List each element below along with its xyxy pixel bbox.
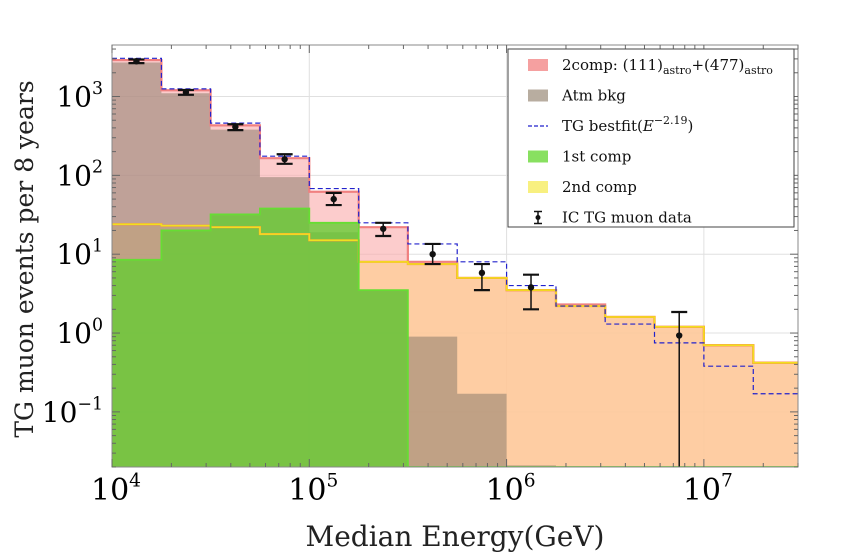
legend-label-second: 2nd comp bbox=[562, 178, 637, 196]
legend-swatch-twocomp bbox=[528, 59, 548, 71]
legend-label-twocomp: 2comp: (111)astro+(477)astro bbox=[562, 56, 773, 77]
y-tick-label: 103 bbox=[56, 79, 103, 114]
legend-swatch-data-point bbox=[535, 215, 541, 220]
y-tick-labels: 10−1 100 101 102 103 bbox=[42, 79, 103, 429]
data-point bbox=[281, 156, 288, 163]
y-tick-label: 101 bbox=[56, 237, 103, 272]
data-point bbox=[330, 195, 337, 203]
y-tick-label: 10−1 bbox=[42, 394, 103, 429]
x-tick-label: 105 bbox=[288, 471, 338, 509]
first-line bbox=[112, 207, 798, 467]
data-points bbox=[128, 58, 688, 467]
y-axis-title: TG muon events per 8 years bbox=[10, 80, 39, 437]
legend-label-atm: Atm bkg bbox=[561, 87, 626, 105]
data-point bbox=[380, 225, 387, 232]
x-tick-label: 107 bbox=[683, 471, 733, 509]
data-point bbox=[676, 332, 683, 339]
y-tick-label: 102 bbox=[56, 158, 103, 193]
legend-label-first: 1st comp bbox=[562, 148, 631, 166]
x-axis-title: Median Energy(GeV) bbox=[306, 520, 605, 553]
data-point bbox=[133, 58, 140, 65]
legend-swatch-atm bbox=[528, 89, 548, 102]
data-point bbox=[478, 269, 486, 277]
legend-swatch-first bbox=[528, 150, 548, 163]
data-point bbox=[182, 89, 190, 96]
legend-label-bestfit: TG bestfit(E−2.19) bbox=[562, 114, 693, 135]
legend: 2comp: (111)astro+(477)astro Atm bkg TG be… bbox=[507, 48, 795, 228]
first-fill bbox=[112, 208, 798, 467]
x-tick-labels: 104 105 106 107 bbox=[91, 471, 733, 509]
data-point bbox=[232, 123, 239, 131]
x-tick-label: 104 bbox=[91, 471, 141, 509]
legend-swatch-second bbox=[528, 181, 548, 193]
plot-frame bbox=[111, 44, 799, 468]
data-point bbox=[429, 250, 436, 258]
y-tick-label: 100 bbox=[56, 315, 103, 350]
legend-box bbox=[507, 48, 795, 228]
x-tick-label: 106 bbox=[486, 471, 536, 509]
data-point bbox=[527, 284, 535, 291]
legend-label-data: IC TG muon data bbox=[562, 209, 692, 227]
